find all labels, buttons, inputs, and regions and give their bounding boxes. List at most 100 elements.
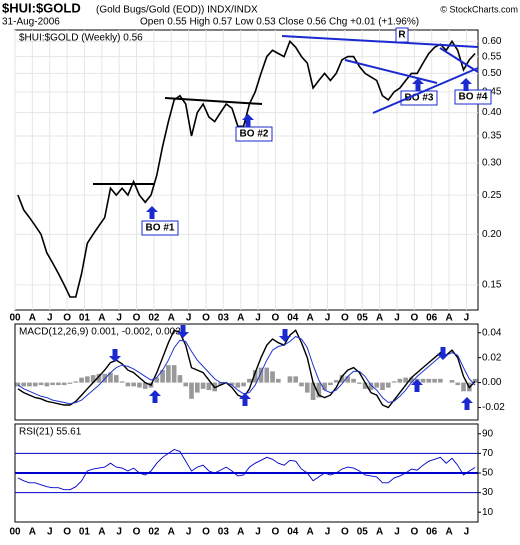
x-tick-label: A [376,527,383,538]
histogram-bar [119,381,125,383]
histogram-bar [345,376,351,383]
histogram-bar [287,376,293,383]
x-tick-label: 01 [79,313,91,324]
histogram-bar [241,382,246,387]
x-tick-label: J [116,313,122,324]
series-line [17,39,476,298]
histogram-bar [432,378,437,383]
histogram-bar [171,365,177,383]
histogram-bar [15,382,21,387]
x-tick-label: O [272,527,280,538]
histogram-bar [252,370,258,383]
x-tick-label: J [394,313,400,324]
x-tick-label: O [341,313,349,324]
trend-line [281,35,479,48]
annotation: BO #2 [240,129,269,140]
x-tick-label: 03 [218,527,230,538]
x-tick-label: J [394,527,400,538]
x-tick-label: J [325,527,331,538]
y-tick-label: 0.04 [482,327,502,338]
annotation: R [398,30,406,41]
histogram-bar [339,375,345,383]
histogram-bar [472,378,478,383]
arrow [239,393,251,406]
histogram-bar [131,382,136,387]
x-tick-label: O [63,527,71,538]
histogram-bar [85,376,90,383]
histogram-bar [189,382,194,399]
histogram-bar [461,382,466,392]
arrow [461,397,473,410]
x-tick-label: A [445,527,452,538]
histogram-bar [32,382,38,387]
x-tick-label: 05 [357,313,369,324]
arrow [242,114,254,127]
x-tick-label: O [133,313,141,324]
histogram-bar [409,377,414,383]
description: (Gold Bugs/Gold (EOD)) INDX/INDX [96,5,258,16]
histogram-bar [368,382,374,391]
histogram-bar [362,382,368,389]
histogram-bar [21,382,26,387]
source: © StockCharts.com [440,4,518,14]
histogram-bar [96,373,102,383]
histogram-bar [218,382,223,386]
annotation-box [454,89,492,105]
trend-line [344,59,438,84]
x-tick-label: J [255,527,261,538]
histogram-bar [328,382,333,386]
x-tick-label: O [202,527,210,538]
x-tick-label: J [186,527,192,538]
histogram-bar [154,377,160,383]
x-tick-label: O [410,313,418,324]
series-line [17,449,476,491]
x-tick-label: 03 [218,313,230,324]
histogram-bar [206,382,212,391]
y-tick-label: 0.00 [482,377,502,388]
y-tick-label: 0.35 [482,131,502,142]
x-tick-label: A [445,313,452,324]
histogram-bar [299,382,304,387]
annotation-box [141,220,179,236]
x-tick-label: 04 [287,527,299,538]
arrow [437,347,449,360]
histogram-bar [276,378,281,383]
histogram-bar [304,382,310,393]
panel [14,29,479,311]
x-tick-label: 02 [148,527,160,538]
x-tick-label: A [98,527,105,538]
histogram-bar [374,382,380,388]
x-tick-label: J [47,527,53,538]
histogram-bar [160,370,165,383]
x-tick-label: 02 [148,313,160,324]
x-tick-label: 04 [287,313,299,324]
x-tick-label: O [410,527,418,538]
trend-line [164,97,263,105]
histogram-bar [73,381,79,383]
histogram-bar [426,378,432,383]
x-tick-label: 00 [9,313,21,324]
trend-line [439,47,479,73]
panel-title: RSI(21) 55.61 [19,427,82,438]
arrow [412,78,424,91]
x-tick-label: J [255,313,261,324]
histogram-bar [380,382,385,391]
symbol: $HUI:$GOLD [2,0,81,15]
x-tick-label: J [186,313,192,324]
histogram-bar [420,378,426,383]
annotation: BO #3 [405,93,434,104]
histogram-bar [166,365,171,383]
arrow [109,349,121,362]
x-tick-label: J [464,527,470,538]
y-tick-label: 0.30 [482,158,502,169]
histogram-bar [264,367,270,383]
arrow [279,329,291,342]
histogram-bar [113,375,119,383]
histogram-bar [449,380,455,383]
histogram-bar [61,382,67,386]
x-tick-label: O [133,527,141,538]
y-tick-label: 90 [482,428,494,439]
histogram-bar [391,381,397,383]
panel-title: MACD(12,26,9) 0.001, -0.002, 0.003 [19,327,181,338]
histogram-bar [108,372,113,383]
